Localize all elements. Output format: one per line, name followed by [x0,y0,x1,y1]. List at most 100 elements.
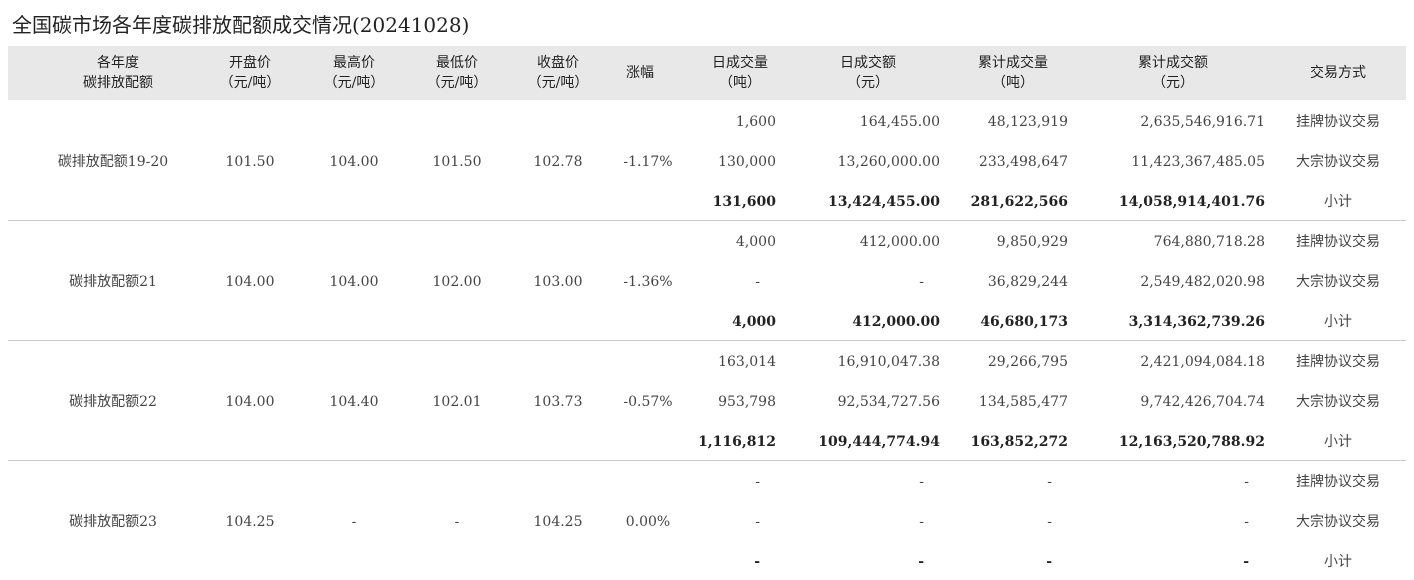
trade-method: 挂牌协议交易 [1296,474,1380,490]
cumulative-amount: 764,880,718.28 [1153,234,1265,250]
subtotal-cumulative-volume: 46,680,173 [980,314,1068,330]
daily-amount: - [919,514,924,530]
trade-method: 大宗协议交易 [1296,394,1380,410]
cumulative-amount: - [1244,514,1249,530]
daily-volume: 130,000 [718,154,776,170]
header-text: 累计成交额 [1138,55,1208,71]
daily-volume: 4,000 [735,234,776,250]
subtotal-label: 小计 [1324,434,1352,450]
cumulative-volume: 233,498,647 [978,154,1068,170]
header-text: 开盘价 [229,55,271,71]
header-daily-volume: 日成交量 （吨） [690,46,790,100]
trade-method: 大宗协议交易 [1296,514,1380,530]
header-text: 累计成交量 [978,55,1048,71]
close-price: 103.73 [533,394,583,410]
subtotal-cumulative-volume: 281,622,566 [970,194,1068,210]
daily-amount: 16,910,047.38 [837,354,940,370]
cumulative-amount: 11,423,367,485.05 [1131,154,1265,170]
cumulative-amount: 2,635,546,916.71 [1140,114,1265,130]
subtotal-daily-amount: - [918,554,924,570]
subtotal-label: 小计 [1324,314,1352,330]
header-text: （吨） [719,75,761,91]
subtotal-cumulative-amount: 3,314,362,739.26 [1128,314,1265,330]
subtotal-daily-volume: 1,116,812 [698,434,776,450]
header-text: （吨） [992,75,1034,91]
daily-volume: 953,798 [718,394,776,410]
low-price: 102.01 [432,394,482,410]
header-high-price: 最高价 （元/吨） [309,46,399,100]
high-price: - [351,514,357,530]
table-group: 碳排放配额19-20 101.50 104.00 101.50 102.78 -… [8,100,1406,221]
change-percent: -1.36% [623,274,673,290]
daily-amount: - [919,274,924,290]
header-daily-amount: 日成交额 （元） [818,46,918,100]
close-price: 103.00 [533,274,583,290]
table-header: 各年度 碳排放配额 开盘价 （元/吨） 最高价 （元/吨） 最低价 （元/吨） … [8,46,1406,100]
cumulative-volume: 9,850,929 [996,234,1068,250]
daily-amount: 92,534,727.56 [837,394,940,410]
daily-amount: 13,260,000.00 [837,154,940,170]
open-price: 101.50 [225,154,275,170]
cumulative-volume: 29,266,795 [987,354,1068,370]
low-price: - [454,514,460,530]
cumulative-amount: 9,742,426,704.74 [1140,394,1265,410]
daily-amount: - [919,474,924,490]
subtotal-daily-amount: 109,444,774.94 [818,434,940,450]
subtotal-cumulative-amount: 14,058,914,401.76 [1118,194,1265,210]
quota-name: 碳排放配额22 [69,394,157,410]
header-year-quota: 各年度 碳排放配额 [48,46,188,100]
cumulative-volume: 134,585,477 [978,394,1068,410]
table-group: 碳排放配额22 104.00 104.40 102.01 103.73 -0.5… [8,340,1406,461]
subtotal-daily-amount: 13,424,455.00 [827,194,940,210]
daily-amount: 412,000.00 [859,234,940,250]
open-price: 104.00 [225,394,275,410]
header-change: 涨幅 [610,46,670,100]
subtotal-cumulative-amount: - [1243,554,1249,570]
subtotal-cumulative-volume: 163,852,272 [970,434,1068,450]
subtotal-daily-volume: 4,000 [732,314,776,330]
page-title: 全国碳市场各年度碳排放配额成交情况(20241028) [12,13,470,37]
header-text: 最低价 [436,55,478,71]
header-text: 收盘价 [537,55,579,71]
quota-name: 碳排放配额19-20 [57,154,169,170]
table-group: 碳排放配额21 104.00 104.00 102.00 103.00 -1.3… [8,220,1406,341]
header-text: （元） [1152,75,1194,91]
cumulative-volume: 36,829,244 [987,274,1068,290]
header-text: 日成交额 [840,55,896,71]
open-price: 104.00 [225,274,275,290]
change-percent: 0.00% [625,514,671,530]
trade-method: 挂牌协议交易 [1296,114,1380,130]
close-price: 104.25 [533,514,583,530]
daily-volume: 1,600 [735,114,776,130]
table-group: 碳排放配额23 104.25 - - 104.25 0.00% - - - - … [8,460,1406,580]
trade-method: 挂牌协议交易 [1296,354,1380,370]
header-low-price: 最低价 （元/吨） [412,46,502,100]
cumulative-volume: 48,123,919 [987,114,1068,130]
header-text: （元/吨） [426,75,488,91]
header-close-price: 收盘价 （元/吨） [513,46,603,100]
high-price: 104.40 [329,394,379,410]
header-text: 各年度 [97,55,139,71]
daily-volume: 163,014 [718,354,776,370]
daily-volume: - [755,514,760,530]
cumulative-amount: 2,549,482,020.98 [1140,274,1265,290]
header-text: （元/吨） [527,75,589,91]
quota-name: 碳排放配额23 [69,514,157,530]
quota-name: 碳排放配额21 [69,274,157,290]
header-text: 涨幅 [626,65,654,81]
subtotal-cumulative-volume: - [1046,554,1052,570]
daily-volume: - [755,274,760,290]
subtotal-daily-volume: - [754,554,760,570]
cumulative-volume: - [1047,474,1052,490]
cumulative-amount: 2,421,094,084.18 [1140,354,1265,370]
change-percent: -0.57% [623,394,673,410]
trade-method: 挂牌协议交易 [1296,234,1380,250]
header-cumulative-volume: 累计成交量 （吨） [958,46,1068,100]
header-cumulative-amount: 累计成交额 （元） [1118,46,1228,100]
subtotal-cumulative-amount: 12,163,520,788.92 [1118,434,1265,450]
subtotal-label: 小计 [1324,554,1352,570]
header-text: 交易方式 [1310,65,1366,81]
header-text: 最高价 [333,55,375,71]
header-text: （元） [847,75,889,91]
high-price: 104.00 [329,274,379,290]
